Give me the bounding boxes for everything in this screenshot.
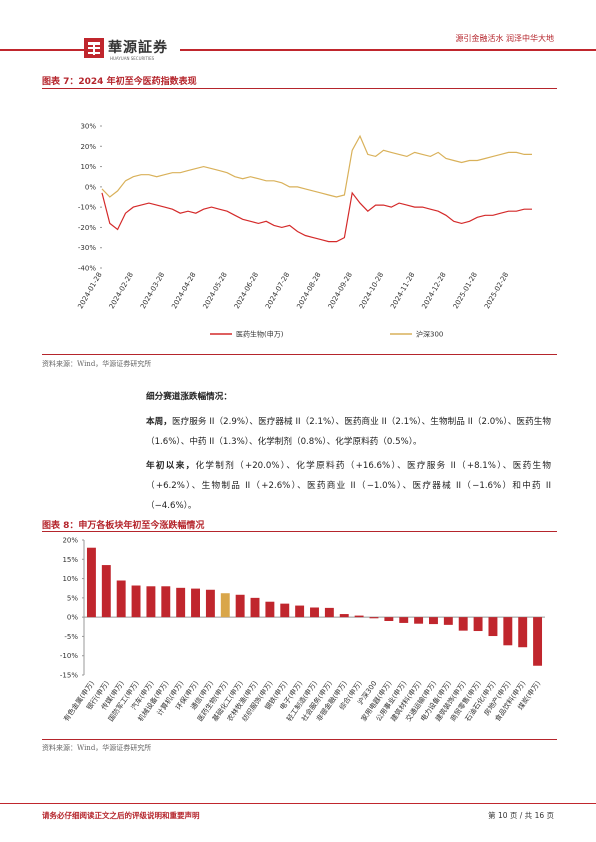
bar bbox=[280, 603, 290, 618]
y-tick-label: 15% bbox=[62, 556, 78, 564]
bar bbox=[295, 605, 305, 618]
x-tick-label: 2024-08-28 bbox=[295, 271, 322, 310]
disclaimer: 请务必仔细阅读正文之后的评级说明和重要声明 bbox=[42, 811, 200, 820]
bar bbox=[116, 580, 126, 618]
y-tick-label: 30% bbox=[80, 123, 96, 131]
paragraph: 本周，医疗服务 II（2.9%）、医疗器械 II（2.1%）、医药商业 II（2… bbox=[146, 412, 551, 452]
bar bbox=[518, 617, 528, 648]
footer-rule bbox=[0, 803, 596, 804]
chart: -15%-10%-5%0%5%10%15%20%有色金属(申万)银行(申万)传媒… bbox=[60, 537, 545, 723]
section-heading: 细分赛道涨跌幅情况： bbox=[146, 392, 232, 402]
bar bbox=[369, 617, 379, 619]
bar bbox=[488, 617, 498, 637]
bar bbox=[533, 617, 543, 666]
x-tick-label: 2024-06-28 bbox=[233, 271, 260, 310]
x-tick-label: 2024-10-28 bbox=[358, 271, 385, 310]
bar bbox=[324, 607, 334, 618]
figure-rule bbox=[42, 739, 557, 740]
bar bbox=[205, 589, 215, 618]
y-tick-label: 10% bbox=[80, 163, 96, 171]
x-tick-label: 2024-03-28 bbox=[139, 271, 166, 310]
line-series bbox=[101, 191, 532, 243]
y-tick-label: 5% bbox=[67, 594, 78, 602]
line-series bbox=[101, 134, 532, 198]
x-tick-label: 2024-04-28 bbox=[170, 271, 197, 310]
text: 医疗服务 II（2.9%）、医疗器械 II（2.1%）、医药商业 II（2.1%… bbox=[146, 417, 551, 447]
bar bbox=[265, 601, 275, 618]
y-tick-label: -10% bbox=[60, 652, 78, 660]
y-tick-label: -30% bbox=[78, 244, 96, 252]
logo-text: 華源証券 bbox=[108, 40, 168, 56]
bar bbox=[176, 587, 186, 618]
y-tick-label: 20% bbox=[80, 143, 96, 151]
logo-sub: HUAYUAN SECURITIES bbox=[110, 56, 155, 61]
bar bbox=[429, 617, 438, 625]
y-tick-label: -40% bbox=[78, 265, 96, 273]
source-note: 资料来源：Wind，华源证券研究所 bbox=[42, 360, 152, 368]
y-tick-label: 20% bbox=[62, 537, 78, 545]
text: 化学制剂（+20.0%）、化学原料药（+16.6%）、医疗服务 II（+8.1%… bbox=[146, 461, 551, 511]
figure-title: 图表 8：申万各板块年初至今涨跌幅情况 bbox=[42, 521, 205, 531]
bar bbox=[503, 617, 513, 646]
header-rule bbox=[0, 49, 84, 51]
bar bbox=[310, 607, 319, 618]
x-tick-label: 2024-12-28 bbox=[420, 271, 447, 310]
logo-icon bbox=[84, 38, 104, 58]
bar bbox=[250, 597, 260, 618]
lead: 本周， bbox=[146, 417, 172, 427]
chart: -40%-30%-20%-10%0%10%20%30%2024-01-28 202… bbox=[76, 123, 532, 339]
bar bbox=[458, 617, 468, 631]
paragraph: 年初以来，化学制剂（+20.0%）、化学原料药（+16.6%）、医疗服务 II（… bbox=[146, 456, 551, 516]
x-tick-label: 2024-02-28 bbox=[108, 271, 135, 310]
bar bbox=[161, 586, 171, 618]
bar bbox=[414, 617, 424, 624]
bar bbox=[399, 617, 409, 623]
slogan: 源引金融活水 润泽中华大地 bbox=[455, 34, 554, 43]
y-tick-label: -10% bbox=[78, 204, 96, 212]
legend-label: 医药生物(申万) bbox=[236, 330, 284, 339]
x-tick-label: 2024-11-28 bbox=[389, 271, 416, 310]
bar bbox=[101, 565, 111, 618]
bar bbox=[473, 617, 483, 632]
x-tick-label: 2025-01-28 bbox=[452, 271, 479, 310]
legend-label: 沪深300 bbox=[416, 330, 443, 339]
header-rule bbox=[180, 49, 596, 51]
bar bbox=[220, 593, 230, 618]
figure-rule bbox=[42, 354, 557, 355]
bar bbox=[191, 588, 200, 618]
page-number: 第 10 页 / 共 16 页 bbox=[488, 811, 554, 820]
bar bbox=[146, 586, 156, 618]
x-tick-label: 2024-07-28 bbox=[264, 271, 291, 310]
y-tick-label: 10% bbox=[62, 575, 78, 583]
bar bbox=[339, 614, 349, 618]
bar bbox=[131, 585, 141, 618]
source-note: 资料来源：Wind，华源证券研究所 bbox=[42, 744, 152, 752]
bar bbox=[86, 547, 96, 618]
x-tick-label: 2025-02-28 bbox=[483, 271, 510, 310]
x-tick-label: 2024-09-28 bbox=[327, 271, 354, 310]
y-tick-label: 0% bbox=[85, 183, 96, 191]
x-tick-label: 2024-01-28 bbox=[76, 271, 103, 310]
y-tick-label: -5% bbox=[64, 633, 78, 641]
bar bbox=[443, 617, 453, 625]
figure-rule bbox=[42, 88, 557, 89]
lead: 年初以来， bbox=[146, 461, 196, 471]
bar bbox=[384, 617, 394, 621]
bar bbox=[235, 594, 245, 618]
y-tick-label: 0% bbox=[67, 614, 78, 622]
y-tick-label: -15% bbox=[60, 672, 78, 680]
y-tick-label: -20% bbox=[78, 224, 96, 232]
x-tick-label: 2024-05-28 bbox=[202, 271, 229, 310]
figure-rule bbox=[42, 531, 557, 532]
bar bbox=[354, 615, 364, 618]
figure-title: 图表 7：2024 年初至今医药指数表现 bbox=[42, 77, 197, 87]
